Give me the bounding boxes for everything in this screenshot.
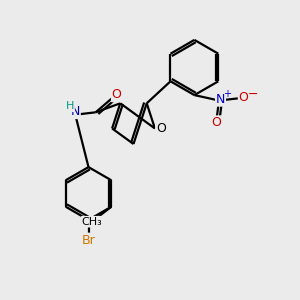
Text: +: +	[224, 89, 231, 100]
Text: −: −	[248, 88, 259, 101]
Text: O: O	[239, 91, 248, 104]
Text: H: H	[66, 101, 74, 111]
Text: O: O	[112, 88, 122, 101]
Text: Br: Br	[82, 233, 95, 247]
Text: N: N	[216, 93, 225, 106]
Text: O: O	[156, 122, 166, 135]
Text: CH₃: CH₃	[82, 217, 103, 227]
Text: O: O	[212, 116, 221, 129]
Text: N: N	[70, 105, 80, 118]
